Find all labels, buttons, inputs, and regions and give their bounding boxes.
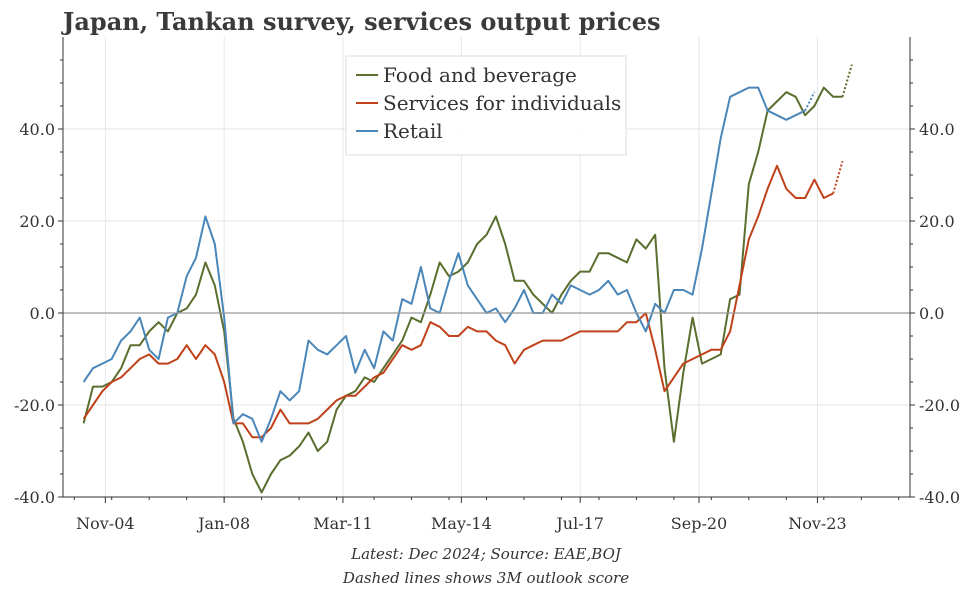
legend: Food and beverage Services for individua…	[345, 55, 627, 156]
chart-title: Japan, Tankan survey, services output pr…	[61, 7, 661, 36]
y-tick-label-right: -40.0	[919, 488, 960, 507]
y-tick-label-left: 0.0	[30, 304, 55, 323]
y-tick-label-right: -20.0	[919, 396, 960, 415]
footer-note: Dashed lines shows 3M outlook score	[342, 569, 629, 587]
y-tick-label-right: 20.0	[919, 212, 955, 231]
x-tick-label: Sep-20	[671, 514, 727, 533]
footer-source: Latest: Dec 2024; Source: EAE,BOJ	[350, 545, 622, 563]
x-tick-label: Jul-17	[554, 514, 604, 533]
x-tick-label: Mar-11	[313, 514, 372, 533]
series-lines	[82, 64, 853, 494]
outlook-line-retail	[804, 91, 816, 112]
y-tick-label-left: 40.0	[19, 120, 55, 139]
outlook-line-services-for-individuals	[832, 160, 844, 194]
series-line-retail	[82, 86, 806, 443]
tick-labels: -40.0 -40.0 -20.0 -20.0 0.0 0.0 20.0 20.0 40.0 40…	[14, 120, 960, 533]
legend-label-services-for-individuals: Services for individuals	[383, 91, 621, 115]
y-tick-label-right: 40.0	[919, 120, 955, 139]
axes	[58, 37, 915, 503]
x-tick-label: Jan-08	[196, 514, 250, 533]
x-tick-label: May-14	[431, 514, 492, 533]
x-tick-label: Nov-23	[788, 514, 846, 533]
series-line-services-for-individuals	[82, 164, 834, 439]
x-tick-label: Nov-04	[76, 514, 134, 533]
legend-label-food-and-beverage: Food and beverage	[383, 63, 577, 87]
legend-box	[345, 55, 627, 156]
y-tick-label-right: 0.0	[919, 304, 944, 323]
legend-label-retail: Retail	[383, 119, 443, 143]
y-tick-label-left: -40.0	[14, 488, 55, 507]
outlook-line-food-and-beverage	[841, 64, 853, 98]
y-tick-label-left: -20.0	[14, 396, 55, 415]
y-tick-label-left: 20.0	[19, 212, 55, 231]
